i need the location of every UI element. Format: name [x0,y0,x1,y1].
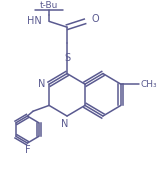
Text: N: N [38,79,45,89]
Text: HN: HN [27,16,41,26]
Text: F: F [25,145,30,155]
Text: O: O [92,14,99,24]
Text: N: N [61,119,68,129]
Text: S: S [64,53,70,63]
Text: CH₃: CH₃ [141,80,157,89]
Text: t-Bu: t-Bu [40,1,58,10]
